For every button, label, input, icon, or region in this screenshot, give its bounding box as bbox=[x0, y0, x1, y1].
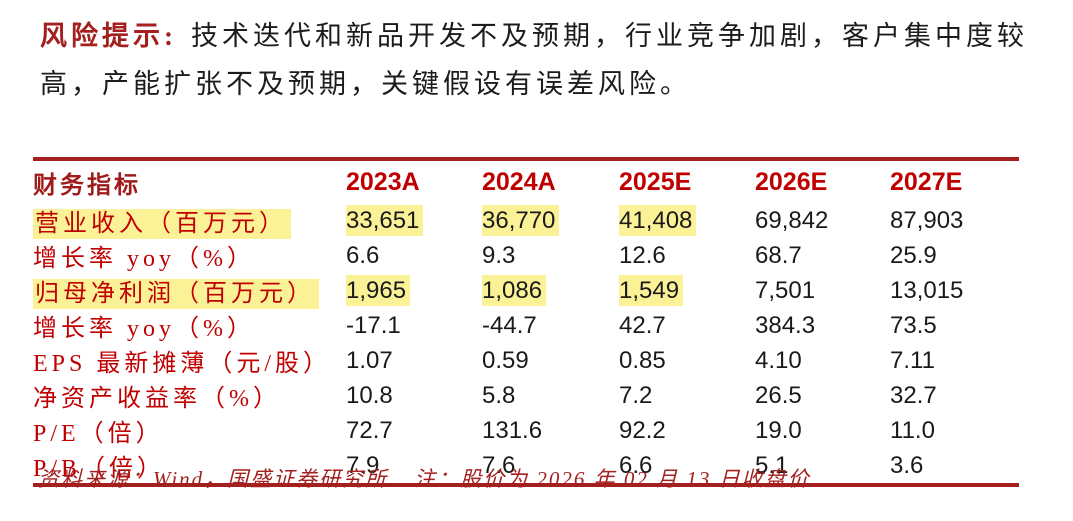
value-cell: 7.2 bbox=[619, 381, 653, 409]
value-cell: 1,965 bbox=[346, 273, 482, 308]
value-cell: 68.7 bbox=[755, 241, 802, 269]
source-text: 资料来源：Wind，国盛证券研究所 bbox=[38, 467, 389, 491]
table-row-revenue-growth: 增长率 yoy（%） 6.6 9.3 12.6 68.7 25.9 bbox=[33, 238, 1019, 273]
value-cell: 5.1 bbox=[755, 451, 789, 479]
value-cell: 26.5 bbox=[755, 381, 802, 409]
value-cell: -44.7 bbox=[482, 311, 537, 339]
column-header-2025e: 2025E bbox=[619, 167, 692, 196]
table-row-pe: P/E（倍） 72.7 131.6 92.2 19.0 11.0 bbox=[33, 413, 1019, 448]
value-cell: 384.3 bbox=[755, 311, 816, 339]
value-cell: 1,086 bbox=[482, 273, 619, 308]
value-cell: 7.11 bbox=[890, 346, 935, 374]
risk-paragraph-line2: 高，产能扩张不及预期，关键假设有误差风险。 bbox=[40, 60, 1040, 108]
table-header-row: 财务指标 2023A 2024A 2025E 2026E 2027E bbox=[33, 161, 1019, 203]
value-cell: 92.2 bbox=[619, 416, 666, 444]
note-text: 注：股价为 2026 年 02 月 13 日收盘价 bbox=[414, 467, 811, 491]
table-row-revenue: 营业收入（百万元） 33,651 36,770 41,408 69,842 87… bbox=[33, 203, 1019, 239]
value-cell: 4.10 bbox=[755, 346, 802, 374]
value-cell: 36,770 bbox=[482, 203, 619, 238]
value-cell: 5.8 bbox=[482, 381, 516, 409]
value-cell: 7,501 bbox=[755, 276, 816, 304]
metric-label: EPS 最新摊薄（元/股） bbox=[33, 351, 332, 377]
column-header-2026e: 2026E bbox=[755, 167, 828, 196]
metric-label: 归母净利润（百万元） bbox=[33, 273, 346, 309]
value-cell: 33,651 bbox=[346, 203, 482, 238]
value-cell: 7.6 bbox=[482, 451, 516, 479]
table-row-profit-growth: 增长率 yoy（%） -17.1 -44.7 42.7 384.3 73.5 bbox=[33, 308, 1019, 343]
value-cell: 19.0 bbox=[755, 416, 802, 444]
table-row-roe: 净资产收益率（%） 10.8 5.8 7.2 26.5 32.7 bbox=[33, 378, 1019, 413]
column-header-metric: 财务指标 bbox=[33, 172, 141, 199]
value-cell: 3.6 bbox=[890, 451, 924, 479]
risk-text-line1: 技术迭代和新品开发不及预期，行业竞争加剧，客户集中度较 bbox=[191, 21, 1028, 51]
value-cell: -17.1 bbox=[346, 311, 401, 339]
value-cell: 11.0 bbox=[890, 416, 935, 444]
metric-label: P/B（倍） bbox=[33, 456, 166, 482]
metric-label: 营业收入（百万元） bbox=[33, 203, 346, 239]
value-cell: 6.6 bbox=[346, 241, 380, 269]
table-row-net-profit: 归母净利润（百万元） 1,965 1,086 1,549 7,501 13,01… bbox=[33, 273, 1019, 309]
value-cell: 1,549 bbox=[619, 273, 755, 308]
value-cell: 72.7 bbox=[346, 416, 393, 444]
metric-label: 净资产收益率（%） bbox=[33, 386, 281, 412]
table-row-pb: P/B（倍） 7.9 7.6 6.6 5.1 3.6 bbox=[33, 448, 1019, 483]
value-cell: 87,903 bbox=[890, 206, 964, 234]
column-header-2023a: 2023A bbox=[346, 167, 420, 196]
value-cell: 131.6 bbox=[482, 416, 543, 444]
column-header-2027e: 2027E bbox=[890, 167, 963, 196]
value-cell: 0.59 bbox=[482, 346, 529, 374]
value-cell: 0.85 bbox=[619, 346, 666, 374]
value-cell: 42.7 bbox=[619, 311, 666, 339]
value-cell: 69,842 bbox=[755, 206, 829, 234]
value-cell: 6.6 bbox=[619, 451, 653, 479]
risk-paragraph: 风险提示: 技术迭代和新品开发不及预期，行业竞争加剧，客户集中度较 高，产能扩张不… bbox=[40, 12, 1040, 108]
risk-text-line2: 高，产能扩张不及预期，关键假设有误差风险。 bbox=[40, 69, 691, 99]
value-cell: 73.5 bbox=[890, 311, 937, 339]
table-row-eps: EPS 最新摊薄（元/股） 1.07 0.59 0.85 4.10 7.11 bbox=[33, 343, 1019, 378]
risk-title: 风险提示: bbox=[40, 21, 177, 51]
source-line: 资料来源：Wind，国盛证券研究所 注：股价为 2026 年 02 月 13 日收… bbox=[38, 463, 1038, 493]
financial-table: 财务指标 2023A 2024A 2025E 2026E 2027E 营业收入（… bbox=[33, 157, 1019, 487]
value-cell: 10.8 bbox=[346, 381, 393, 409]
value-cell: 12.6 bbox=[619, 241, 666, 269]
value-cell: 32.7 bbox=[890, 381, 937, 409]
value-cell: 7.9 bbox=[346, 451, 380, 479]
risk-paragraph-line1: 风险提示: 技术迭代和新品开发不及预期，行业竞争加剧，客户集中度较 bbox=[40, 12, 1040, 60]
column-header-2024a: 2024A bbox=[482, 167, 556, 196]
value-cell: 41,408 bbox=[619, 203, 755, 238]
value-cell: 25.9 bbox=[890, 241, 937, 269]
value-cell: 9.3 bbox=[482, 241, 516, 269]
metric-label: 增长率 yoy（%） bbox=[33, 316, 255, 342]
metric-label: 增长率 yoy（%） bbox=[33, 246, 255, 272]
metric-label: P/E（倍） bbox=[33, 421, 164, 447]
value-cell: 1.07 bbox=[346, 346, 393, 374]
value-cell: 13,015 bbox=[890, 276, 964, 304]
